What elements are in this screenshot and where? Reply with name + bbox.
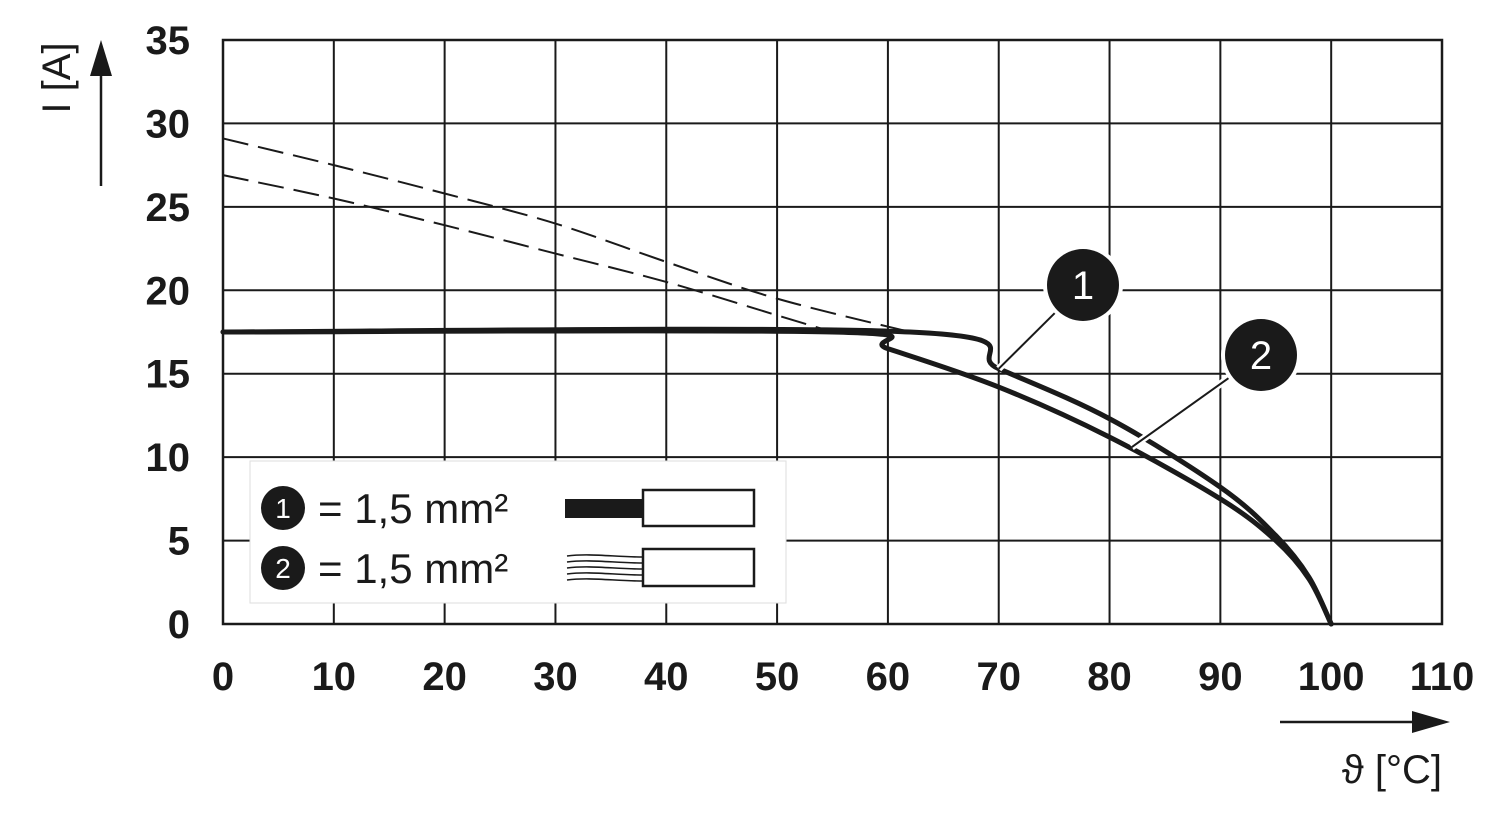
series-1-dashed-line bbox=[222, 137, 911, 333]
callout-leader bbox=[1131, 376, 1231, 448]
y-tick-label: 0 bbox=[168, 603, 190, 647]
legend-marker-1-label: 1 bbox=[275, 493, 291, 524]
y-tick-label: 30 bbox=[146, 102, 191, 146]
series-2-line bbox=[220, 328, 1334, 627]
solid-conductor-icon bbox=[565, 488, 756, 528]
y-tick-label: 10 bbox=[146, 436, 191, 480]
y-tick-label: 15 bbox=[146, 353, 191, 397]
x-axis-label: ϑ [°C] bbox=[1342, 748, 1442, 792]
x-tick-label: 10 bbox=[312, 655, 357, 699]
y-tick-label: 25 bbox=[146, 186, 191, 230]
legend-marker-2 bbox=[261, 546, 305, 590]
callout-leader bbox=[998, 311, 1057, 370]
legend-text-1: = 1,5 mm² bbox=[318, 485, 508, 532]
x-tick-label: 0 bbox=[212, 655, 234, 699]
tick-labels: 0 10 20 30 40 50 60 70 80 90 100 110 0 5 10 15 20 25 30 35 bbox=[146, 19, 1475, 699]
callout-badge-2 bbox=[1225, 319, 1297, 391]
x-tick-label: 70 bbox=[976, 655, 1021, 699]
legend-item-1: 1 = 1,5 mm² bbox=[261, 485, 756, 532]
y-axis-label-group: I [A] bbox=[35, 40, 112, 186]
legend-text-2: = 1,5 mm² bbox=[318, 545, 508, 592]
callouts: 12 bbox=[996, 245, 1301, 450]
x-tick-label: 110 bbox=[1410, 655, 1475, 699]
series-2-dashed-line bbox=[222, 174, 833, 333]
x-tick-label: 50 bbox=[755, 655, 800, 699]
x-tick-label: 30 bbox=[533, 655, 578, 699]
callout-badge-label: 2 bbox=[1250, 334, 1272, 378]
x-tick-label: 90 bbox=[1198, 655, 1243, 699]
legend-item-2: 2 = 1,5 mm² bbox=[261, 545, 756, 592]
y-tick-label: 5 bbox=[168, 520, 190, 564]
stranded-conductor-icon bbox=[566, 547, 756, 588]
x-tick-label: 20 bbox=[422, 655, 467, 699]
legend: 1 = 1,5 mm² 2 = 1,5 mm² bbox=[249, 460, 787, 604]
y-tick-label: 35 bbox=[146, 19, 191, 63]
curves bbox=[220, 137, 1334, 627]
y-tick-label: 20 bbox=[146, 269, 191, 313]
legend-marker-2-label: 2 bbox=[275, 553, 291, 584]
x-axis-label-group: ϑ [°C] bbox=[1280, 711, 1450, 792]
legend-marker-1 bbox=[261, 486, 305, 530]
x-tick-label: 100 bbox=[1298, 655, 1365, 699]
callout-badge-label: 1 bbox=[1072, 264, 1094, 308]
x-axis-arrow-icon bbox=[1412, 711, 1450, 733]
y-axis-arrow-icon bbox=[90, 40, 112, 76]
y-axis-label: I [A] bbox=[35, 42, 79, 113]
callout-badge-1 bbox=[1047, 249, 1119, 321]
x-tick-label: 40 bbox=[644, 655, 689, 699]
x-tick-label: 80 bbox=[1087, 655, 1132, 699]
x-tick-label: 60 bbox=[866, 655, 911, 699]
